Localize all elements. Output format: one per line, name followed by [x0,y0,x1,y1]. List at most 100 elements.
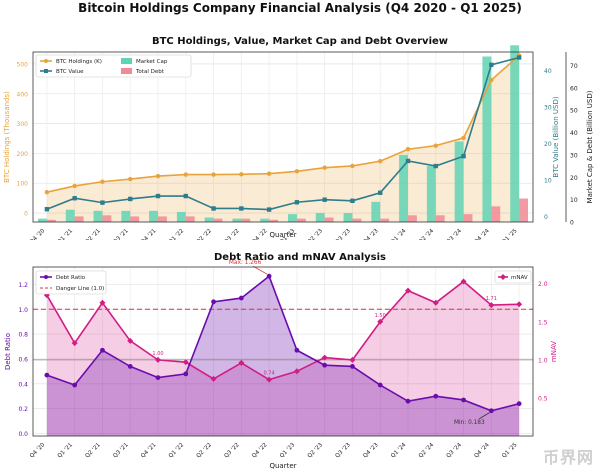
total-debt-bar [241,218,251,222]
y-axis-label-right2: Market Cap & Debt (Billion USD) [586,90,594,203]
max-annotation: Max: 1.266 [229,260,262,266]
btc-value-point [100,200,105,205]
y-tick-left: 0 [24,211,28,218]
y-tick-right2: 70 [570,63,578,70]
market-cap-bar [176,211,186,222]
x-tick: Q2 '24 [418,442,436,460]
market-cap-bar [426,166,436,222]
total-debt-bar [296,218,306,222]
market-cap-bar [260,218,270,222]
chart2-legend-right: mNAV [494,270,532,284]
market-cap-bar [371,201,381,222]
x-tick: Q1 '25 [501,442,519,460]
debt-ratio-point [350,364,355,369]
x-tick: Q2 '23 [307,228,325,240]
mnav-point [321,354,328,361]
y-tick-right2: 50 [570,108,578,115]
x-tick: Q1 '25 [501,228,519,240]
y-tick-left: 400 [17,91,29,98]
y-axis-label-right: mNAV [550,341,558,362]
debt-ratio-point [294,347,300,353]
holdings-point [128,176,133,182]
debt-ratio-point [183,371,189,377]
chart1-legend: BTC Holdings (K) BTC Value Market Cap Total… [35,54,192,78]
market-cap-bar [121,210,131,222]
legend-danger-label: Danger Line (1.0) [56,286,104,292]
chart1-frame [32,51,534,223]
x-tick: Q4 '20 [29,442,47,460]
holdings-point [266,171,272,176]
btc-value-point [128,196,133,202]
holdings-overview-chart: BTC Holdings, Value, Market Cap and Debt… [3,36,594,240]
legend-market-cap-label: Market Cap [136,59,168,65]
y-tick-right2: 20 [570,175,578,182]
legend-box [35,54,192,78]
debt-ratio-point [266,273,272,279]
y-tick-right: 1.5 [538,319,548,326]
y-tick-left: 1.2 [18,282,28,289]
x-tick: Q2 '22 [196,442,213,459]
x-tick: Q3 '24 [446,228,464,240]
market-cap-bar [315,213,325,222]
total-debt-bar [435,215,445,222]
y-tick-right2: 60 [570,85,578,92]
x-tick: Q4 '21 [140,442,158,460]
debt-ratio-point [100,347,105,353]
mnav-point [71,340,78,347]
btc-value-point [44,207,50,212]
mnav-value-label: 1.71 [486,296,497,302]
x-tick: Q1 '21 [57,442,75,460]
x-tick: Q4 '20 [29,228,47,240]
watermark: 币界网 [542,448,594,467]
market-cap-bar [454,141,464,222]
x-tick: Q4 '22 [251,228,268,240]
legend-box [35,270,107,295]
market-cap-bar [343,213,353,222]
btc-value-point [322,197,327,202]
market-cap-bar [149,210,158,222]
debt-ratio-area [46,276,520,436]
total-debt-bar [74,216,84,222]
holdings-point [378,158,383,164]
mnav-point [127,337,134,344]
chart1-title: BTC Holdings, Value, Market Cap and Debt… [152,36,448,47]
chart2-title: Debt Ratio and mNAV Analysis [214,252,386,263]
mnav-point [293,368,300,375]
mnav-point [155,356,161,363]
x-tick: Q4 '24 [473,228,491,240]
holdings-point [350,163,355,169]
total-debt-bar [519,198,528,222]
figure-title: Bitcoin Holdings Company Financial Analy… [78,1,522,15]
x-tick: Q3 '23 [335,228,353,240]
btc-value-point [461,153,466,159]
holdings-point [44,189,50,195]
holdings-point [239,172,244,177]
total-debt-bar [130,216,140,222]
y-tick-right1: 0 [544,214,548,221]
y-tick-left: 0.6 [18,356,28,363]
debt-ratio-point [377,382,383,388]
market-cap-bar [232,218,242,222]
y-tick-right: 2.0 [538,281,548,288]
total-debt-bar [158,216,167,222]
x-tick: Q2 '21 [85,228,103,240]
x-tick: Q2 '24 [418,228,436,240]
legend-mnav-marker [500,274,506,280]
y-tick-right: 0.5 [538,395,548,402]
debt-ratio-point [433,393,439,399]
min-arrow [479,412,490,420]
y-tick-right1: 10 [544,177,552,184]
total-debt-bar [463,214,473,222]
y-axis-label-left: Debt Ratio [4,333,12,370]
btc-value-point [183,193,188,199]
mnav-point [488,302,495,309]
mnav-point [43,292,50,299]
total-debt-bar [102,215,112,222]
legend-market-cap-swatch [121,58,132,64]
x-tick: Q1 '22 [168,442,185,459]
market-cap-bar [38,218,47,222]
debt-ratio-point [516,401,522,407]
holdings-point [155,173,161,179]
x-axis-label: Quarter [269,231,296,239]
